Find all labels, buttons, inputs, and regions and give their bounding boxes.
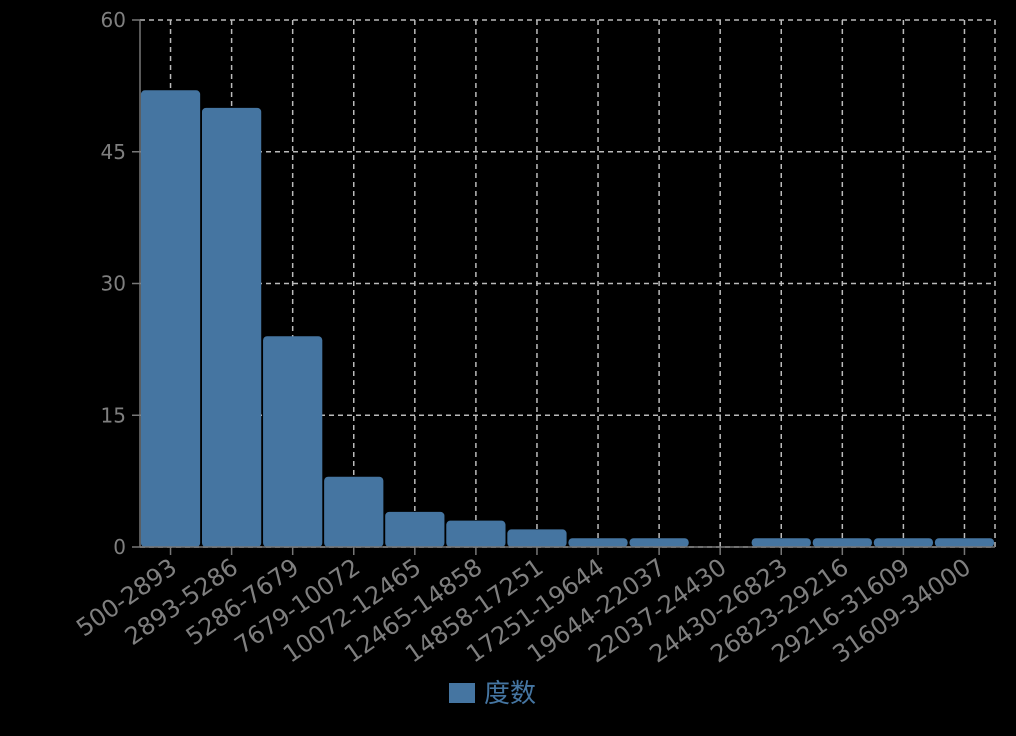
bar — [812, 538, 872, 547]
y-tick-label: 0 — [113, 535, 126, 559]
y-tick-label: 15 — [101, 403, 126, 427]
y-tick-label: 45 — [101, 140, 126, 164]
legend-label: 度数 — [484, 679, 536, 709]
y-tick-label: 60 — [101, 8, 126, 32]
bar — [140, 90, 201, 548]
bar — [385, 511, 445, 547]
bar — [629, 538, 689, 547]
bar — [263, 336, 323, 547]
bar — [324, 476, 384, 547]
bar — [751, 538, 811, 547]
y-tick-label: 30 — [101, 272, 126, 296]
bar — [873, 538, 934, 547]
bar — [446, 520, 506, 547]
legend-swatch — [449, 683, 475, 703]
bar — [934, 538, 995, 547]
bar — [568, 538, 628, 547]
bar — [507, 529, 567, 547]
bar — [201, 107, 262, 547]
